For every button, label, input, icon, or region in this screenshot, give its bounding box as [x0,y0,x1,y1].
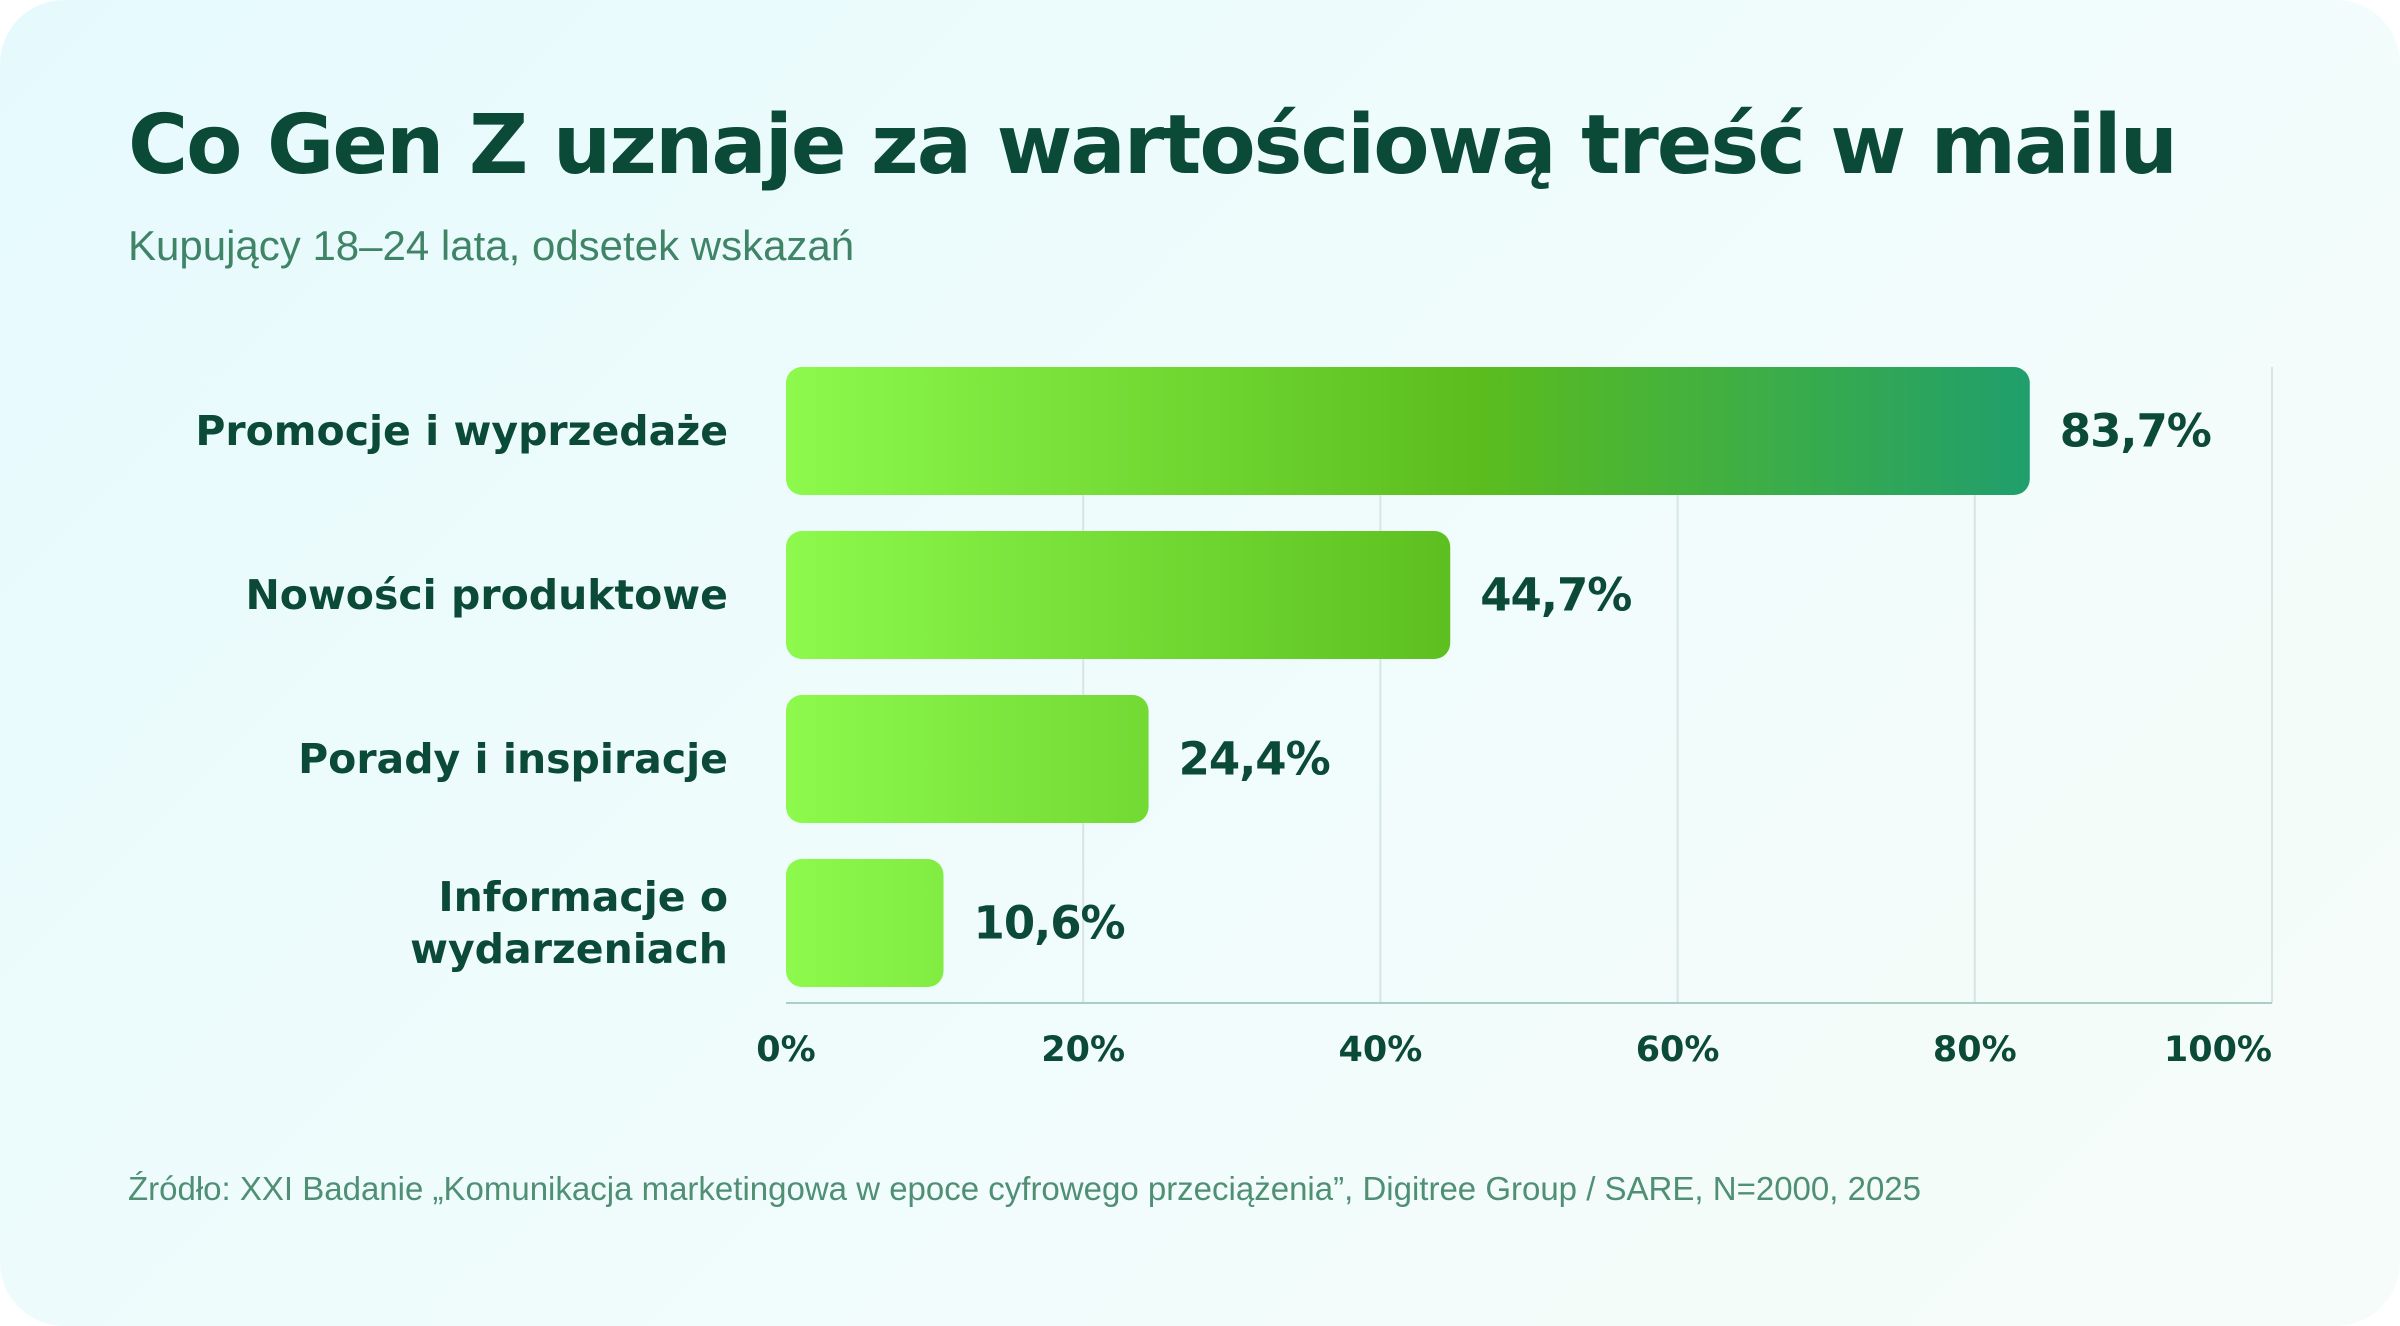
value-label: 83,7% [2060,405,2211,458]
category-label: Nowości produktowe [245,571,728,619]
bar [786,531,1451,659]
x-tick-label: 0% [756,1030,815,1070]
x-tick-label: 80% [1933,1030,2017,1070]
x-tick-label: 100% [2164,1030,2272,1070]
x-tick-label: 20% [1041,1030,1125,1070]
x-tick-label: 40% [1339,1030,1423,1070]
value-label: 24,4% [1179,733,1330,786]
bar [786,367,2030,495]
bar [786,695,1149,823]
category-label: Informacje o wydarzeniach [410,873,728,973]
chart-subtitle: Kupujący 18–24 lata, odsetek wskazań [128,222,855,269]
category-label: Porady i inspiracje [298,735,728,783]
bar [786,859,944,987]
category-label: Promocje i wyprzedaże [195,407,728,455]
x-tick-label: 60% [1636,1030,1720,1070]
value-label: 10,6% [974,897,1125,950]
source-note: Źródło: XXI Badanie „Komunikacja marketi… [128,1170,1922,1207]
value-label: 44,7% [1480,569,1631,622]
chart-title: Co Gen Z uznaje za wartościową treść w m… [128,98,2178,193]
